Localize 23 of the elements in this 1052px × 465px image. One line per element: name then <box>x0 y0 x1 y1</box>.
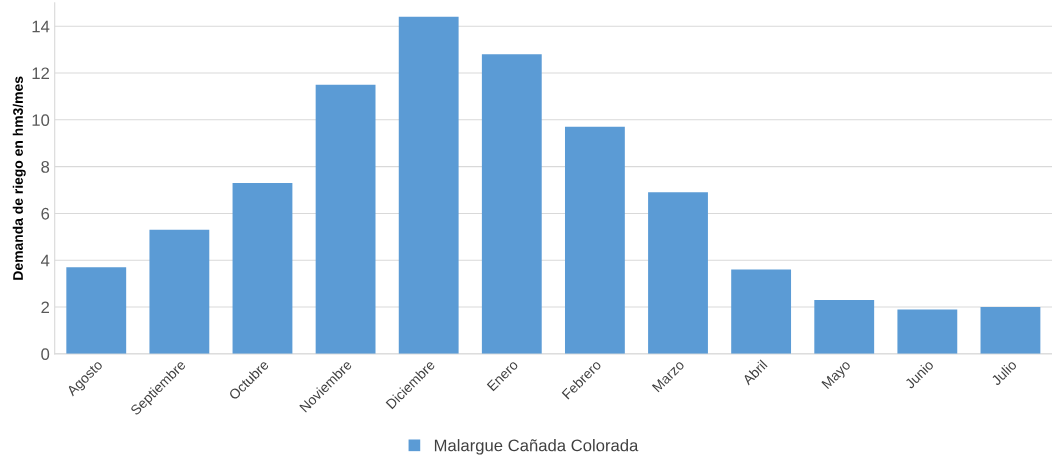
y-tick-label: 0 <box>41 348 50 361</box>
bar <box>980 307 1041 354</box>
bar <box>564 126 625 354</box>
bar <box>814 300 875 354</box>
y-tick-label: 12 <box>32 67 50 80</box>
bar <box>731 269 792 354</box>
bar <box>648 192 708 354</box>
x-tick-label: Julio <box>990 359 1018 386</box>
y-axis-title: Demanda de riego en hm3/mes <box>12 76 26 280</box>
legend-label: Malargue Cañada Colorada <box>434 439 639 455</box>
bar <box>897 309 958 354</box>
bar <box>481 54 542 354</box>
y-tick-label: 2 <box>41 301 50 314</box>
bar <box>398 16 459 354</box>
bar <box>66 267 127 354</box>
bar <box>232 183 293 354</box>
bar <box>315 84 376 354</box>
y-tick-label: 6 <box>41 207 50 220</box>
y-tick-label: 4 <box>40 254 50 267</box>
y-tick-label: 8 <box>41 161 50 173</box>
bar <box>149 229 210 354</box>
y-tick-label: 10 <box>32 114 50 127</box>
y-tick-label: 14 <box>32 20 50 33</box>
